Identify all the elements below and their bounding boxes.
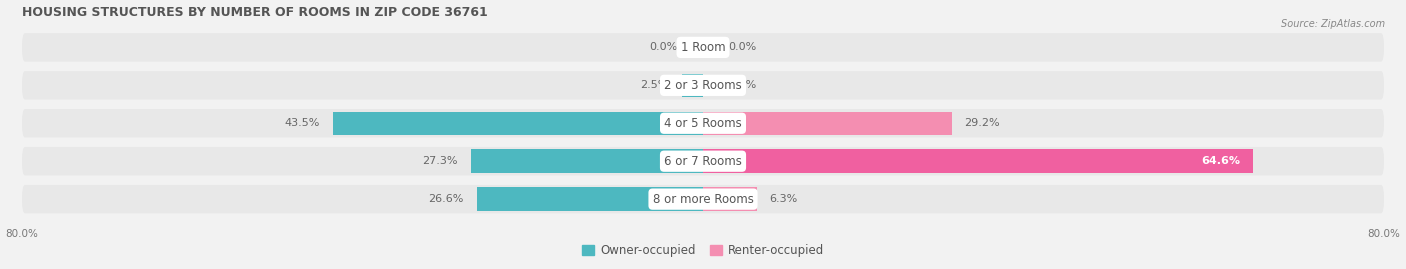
- FancyBboxPatch shape: [22, 185, 1384, 213]
- Text: HOUSING STRUCTURES BY NUMBER OF ROOMS IN ZIP CODE 36761: HOUSING STRUCTURES BY NUMBER OF ROOMS IN…: [22, 6, 488, 19]
- Bar: [703, 187, 756, 211]
- Text: 2.5%: 2.5%: [641, 80, 669, 90]
- Bar: [333, 112, 703, 135]
- Bar: [703, 112, 952, 135]
- FancyBboxPatch shape: [22, 109, 1384, 137]
- Text: 27.3%: 27.3%: [422, 156, 458, 166]
- Text: Source: ZipAtlas.com: Source: ZipAtlas.com: [1281, 19, 1385, 29]
- Text: 6 or 7 Rooms: 6 or 7 Rooms: [664, 155, 742, 168]
- Text: 4 or 5 Rooms: 4 or 5 Rooms: [664, 117, 742, 130]
- FancyBboxPatch shape: [22, 147, 1384, 175]
- Text: 29.2%: 29.2%: [965, 118, 1000, 128]
- Text: 0.0%: 0.0%: [728, 80, 756, 90]
- Text: 0.0%: 0.0%: [650, 43, 678, 52]
- Text: 8 or more Rooms: 8 or more Rooms: [652, 193, 754, 206]
- Text: 2 or 3 Rooms: 2 or 3 Rooms: [664, 79, 742, 92]
- Bar: [471, 150, 703, 173]
- FancyBboxPatch shape: [22, 33, 1384, 62]
- Bar: [682, 74, 703, 97]
- FancyBboxPatch shape: [22, 71, 1384, 100]
- Legend: Owner-occupied, Renter-occupied: Owner-occupied, Renter-occupied: [578, 239, 828, 262]
- Text: 1 Room: 1 Room: [681, 41, 725, 54]
- Bar: [477, 187, 703, 211]
- Text: 64.6%: 64.6%: [1201, 156, 1240, 166]
- Text: 26.6%: 26.6%: [429, 194, 464, 204]
- Text: 43.5%: 43.5%: [284, 118, 321, 128]
- Text: 6.3%: 6.3%: [769, 194, 797, 204]
- Text: 0.0%: 0.0%: [728, 43, 756, 52]
- Bar: [703, 150, 1253, 173]
